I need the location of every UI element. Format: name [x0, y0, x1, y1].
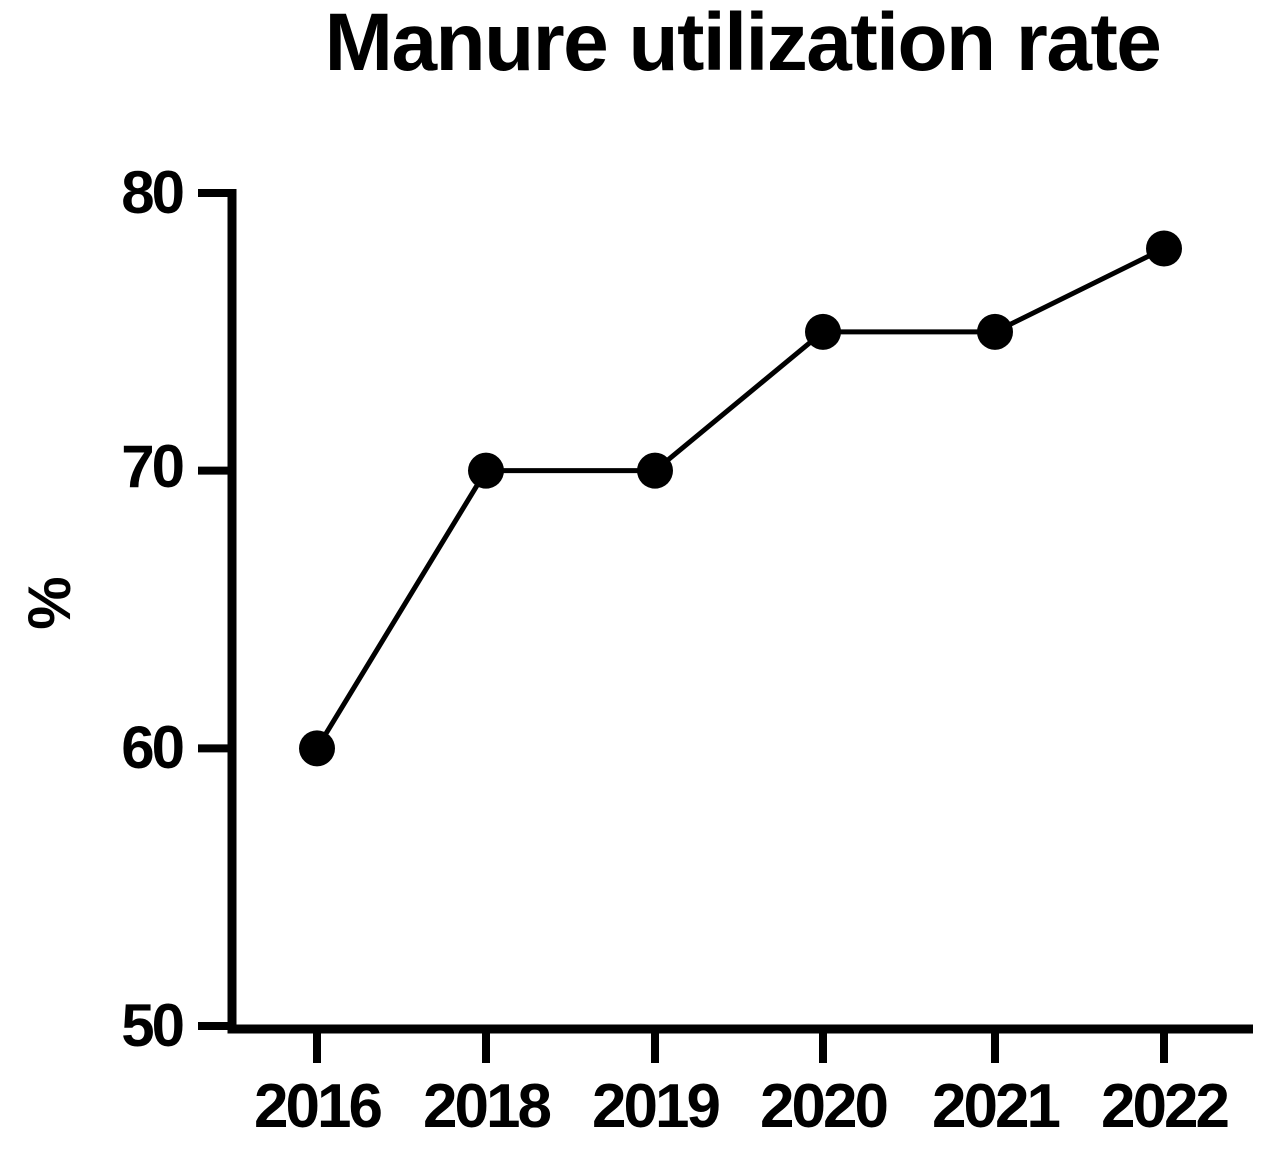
- data-point-marker: [637, 452, 673, 489]
- data-point-marker: [805, 313, 841, 350]
- x-axis-tick-label: 2021: [932, 1072, 1061, 1141]
- x-axis-tick-label: 2019: [592, 1072, 721, 1141]
- data-point-marker: [299, 730, 335, 767]
- x-axis-tick-label: 2016: [254, 1072, 383, 1141]
- data-point-marker: [977, 313, 1013, 350]
- chart-title: Manure utilization rate: [324, 0, 1162, 88]
- y-axis-label: %: [16, 576, 83, 630]
- data-point-marker: [1146, 230, 1182, 267]
- y-axis-tick-label: 80: [121, 159, 185, 226]
- data-line: [314, 246, 1166, 750]
- x-axis-tick-label: 2022: [1101, 1072, 1230, 1141]
- x-axis-tick-label: 2018: [423, 1072, 552, 1141]
- x-axis-tick-label: 2020: [760, 1072, 889, 1141]
- y-axis-tick-label: 50: [121, 992, 185, 1059]
- data-point-marker: [468, 452, 504, 489]
- y-axis-tick-label: 70: [121, 433, 185, 500]
- y-axis-tick-label: 60: [121, 714, 185, 781]
